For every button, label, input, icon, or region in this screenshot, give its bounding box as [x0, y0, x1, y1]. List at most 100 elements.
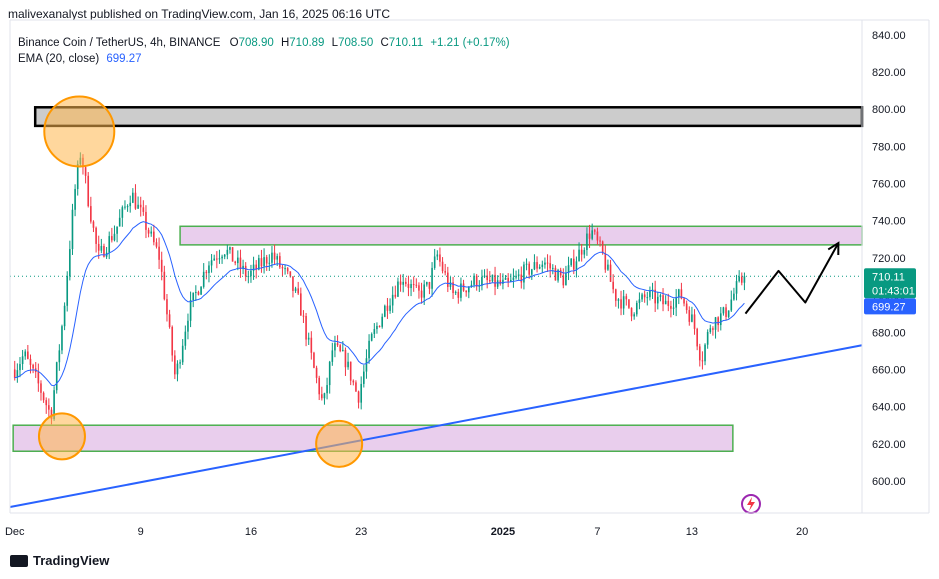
candle-body: [425, 282, 428, 285]
candle-body: [273, 252, 276, 260]
candle-body: [570, 258, 572, 266]
candle-body: [473, 275, 475, 285]
candle-body: [208, 265, 210, 274]
candle-body: [481, 276, 483, 286]
candle-body: [717, 317, 719, 326]
candle-body: [265, 257, 268, 264]
candle-body: [462, 283, 465, 291]
x-tick-label: 20: [796, 526, 808, 538]
y-tick-label: 640.00: [872, 402, 906, 414]
candle-body: [263, 257, 265, 267]
candle-body: [328, 361, 331, 386]
candle-body: [142, 207, 145, 212]
candle-body: [242, 265, 244, 269]
candle-body: [100, 245, 103, 251]
candle-body: [166, 299, 168, 315]
candle-body: [465, 290, 467, 293]
projection-arrowhead-icon: [827, 241, 840, 256]
candle-body: [709, 328, 712, 332]
highlight-circle: [43, 95, 116, 168]
candle-body: [628, 299, 630, 308]
candle-body: [260, 258, 263, 267]
candle-body: [189, 300, 192, 321]
candle-body: [431, 267, 433, 289]
candle-body: [352, 380, 355, 383]
candle-body: [735, 281, 738, 294]
candle-body: [499, 280, 502, 284]
highlight-circle: [37, 412, 86, 461]
candle-body: [693, 314, 696, 329]
candle-body: [118, 217, 121, 227]
candle-body: [591, 230, 593, 239]
candle-body: [271, 252, 273, 263]
tradingview-footer[interactable]: TradingView: [10, 553, 109, 568]
open-value: 708.90: [238, 37, 274, 49]
candle-body: [641, 294, 643, 300]
candle-body: [360, 383, 363, 403]
candle-body: [368, 340, 370, 359]
candle-body: [381, 316, 384, 327]
candle-body: [738, 276, 740, 282]
candle-body: [326, 385, 328, 394]
candle-body: [654, 289, 656, 304]
candle-body: [554, 267, 557, 281]
candle-body: [153, 231, 155, 243]
candle-body: [677, 289, 680, 298]
y-tick-label: 600.00: [872, 476, 906, 488]
candle-body: [90, 206, 92, 222]
candle-body: [76, 164, 79, 189]
candle-body: [223, 254, 226, 257]
candle-body: [599, 240, 601, 242]
candle-body: [160, 259, 163, 272]
candle-body: [289, 271, 292, 277]
y-tick-label: 680.00: [872, 327, 906, 339]
candle-body: [730, 299, 733, 311]
candle-body: [470, 284, 473, 287]
lightning-glyph-icon: [747, 497, 755, 511]
candle-body: [237, 257, 239, 264]
candle-body: [132, 192, 134, 203]
y-tick-label: 660.00: [872, 364, 906, 376]
candle-body: [97, 243, 100, 251]
candle-body: [176, 363, 179, 375]
candle-body: [614, 289, 617, 301]
candle-body: [565, 272, 567, 286]
candle-body: [423, 284, 426, 298]
candle-body: [32, 364, 34, 369]
candle-body: [294, 288, 297, 291]
y-tick-label: 820.00: [872, 67, 906, 79]
candle-body: [344, 349, 347, 368]
candle-body: [331, 350, 334, 362]
symbol-label[interactable]: Binance Coin / TetherUS, 4h, BINANCE: [18, 37, 221, 49]
candle-body: [523, 264, 525, 283]
candle-body: [475, 275, 478, 287]
candle-body: [202, 271, 205, 287]
candle-body: [596, 231, 599, 241]
candle-body: [546, 262, 549, 264]
candle-body: [200, 286, 202, 295]
candle-body: [171, 326, 174, 356]
candle-body: [635, 302, 638, 315]
candle-body: [428, 282, 431, 289]
candle-body: [252, 264, 255, 271]
candle-body: [129, 202, 132, 207]
candle-body: [460, 283, 462, 298]
symbol-row: Binance Coin / TetherUS, 4h, BINANCE O70…: [18, 35, 510, 51]
candle-body: [733, 293, 735, 300]
candle-body: [533, 262, 536, 270]
candle-body: [155, 242, 158, 247]
candle-body: [61, 326, 63, 351]
candle-body: [525, 263, 528, 265]
candle-body: [384, 305, 386, 317]
ema-label[interactable]: EMA (20, close): [18, 53, 100, 65]
candle-body: [174, 355, 176, 375]
candle-body: [446, 272, 449, 287]
candle-body: [452, 282, 454, 294]
candle-body: [150, 231, 153, 234]
open-label: O: [229, 37, 239, 49]
candle-body: [234, 261, 237, 264]
candle-body: [58, 350, 61, 363]
y-tick-label: 840.00: [872, 30, 906, 42]
ema-price-tag: [864, 298, 916, 315]
